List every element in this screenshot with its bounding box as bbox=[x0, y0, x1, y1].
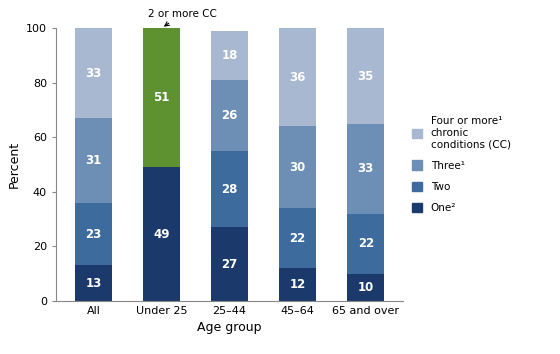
Text: 28: 28 bbox=[221, 183, 238, 196]
Text: 23: 23 bbox=[85, 228, 101, 241]
Text: 13: 13 bbox=[85, 277, 101, 290]
Text: 12: 12 bbox=[290, 278, 306, 291]
Bar bbox=[74, 28, 112, 118]
Bar bbox=[279, 28, 316, 126]
Bar bbox=[143, 167, 180, 301]
Text: 22: 22 bbox=[290, 232, 306, 245]
Legend: Four or more¹
chronic
conditions (CC), Three¹, Two, One²: Four or more¹ chronic conditions (CC), T… bbox=[412, 116, 511, 213]
Text: 33: 33 bbox=[85, 67, 101, 80]
Text: 10: 10 bbox=[358, 281, 374, 294]
Text: 26: 26 bbox=[221, 109, 238, 122]
Bar bbox=[347, 274, 385, 301]
Bar bbox=[279, 208, 316, 268]
X-axis label: Age group: Age group bbox=[197, 321, 262, 334]
Text: 33: 33 bbox=[358, 162, 374, 175]
Text: 31: 31 bbox=[85, 154, 101, 167]
Bar bbox=[347, 28, 385, 124]
Bar bbox=[347, 124, 385, 214]
Text: 51: 51 bbox=[153, 91, 170, 104]
Text: 36: 36 bbox=[290, 71, 306, 84]
Bar bbox=[279, 126, 316, 208]
Bar bbox=[211, 31, 248, 80]
Text: 49: 49 bbox=[153, 228, 170, 241]
Bar bbox=[211, 151, 248, 227]
Bar bbox=[74, 203, 112, 266]
Text: 35: 35 bbox=[358, 69, 374, 82]
Text: 30: 30 bbox=[290, 161, 306, 174]
Bar bbox=[211, 80, 248, 151]
Bar bbox=[279, 268, 316, 301]
Bar bbox=[74, 118, 112, 203]
Text: 22: 22 bbox=[358, 237, 374, 250]
Text: 18: 18 bbox=[221, 49, 238, 62]
Bar bbox=[211, 227, 248, 301]
Text: 2 or more CC: 2 or more CC bbox=[147, 9, 216, 26]
Bar bbox=[143, 28, 180, 167]
Bar bbox=[74, 266, 112, 301]
Bar bbox=[347, 214, 385, 274]
Y-axis label: Percent: Percent bbox=[7, 141, 20, 188]
Text: 27: 27 bbox=[221, 258, 238, 270]
